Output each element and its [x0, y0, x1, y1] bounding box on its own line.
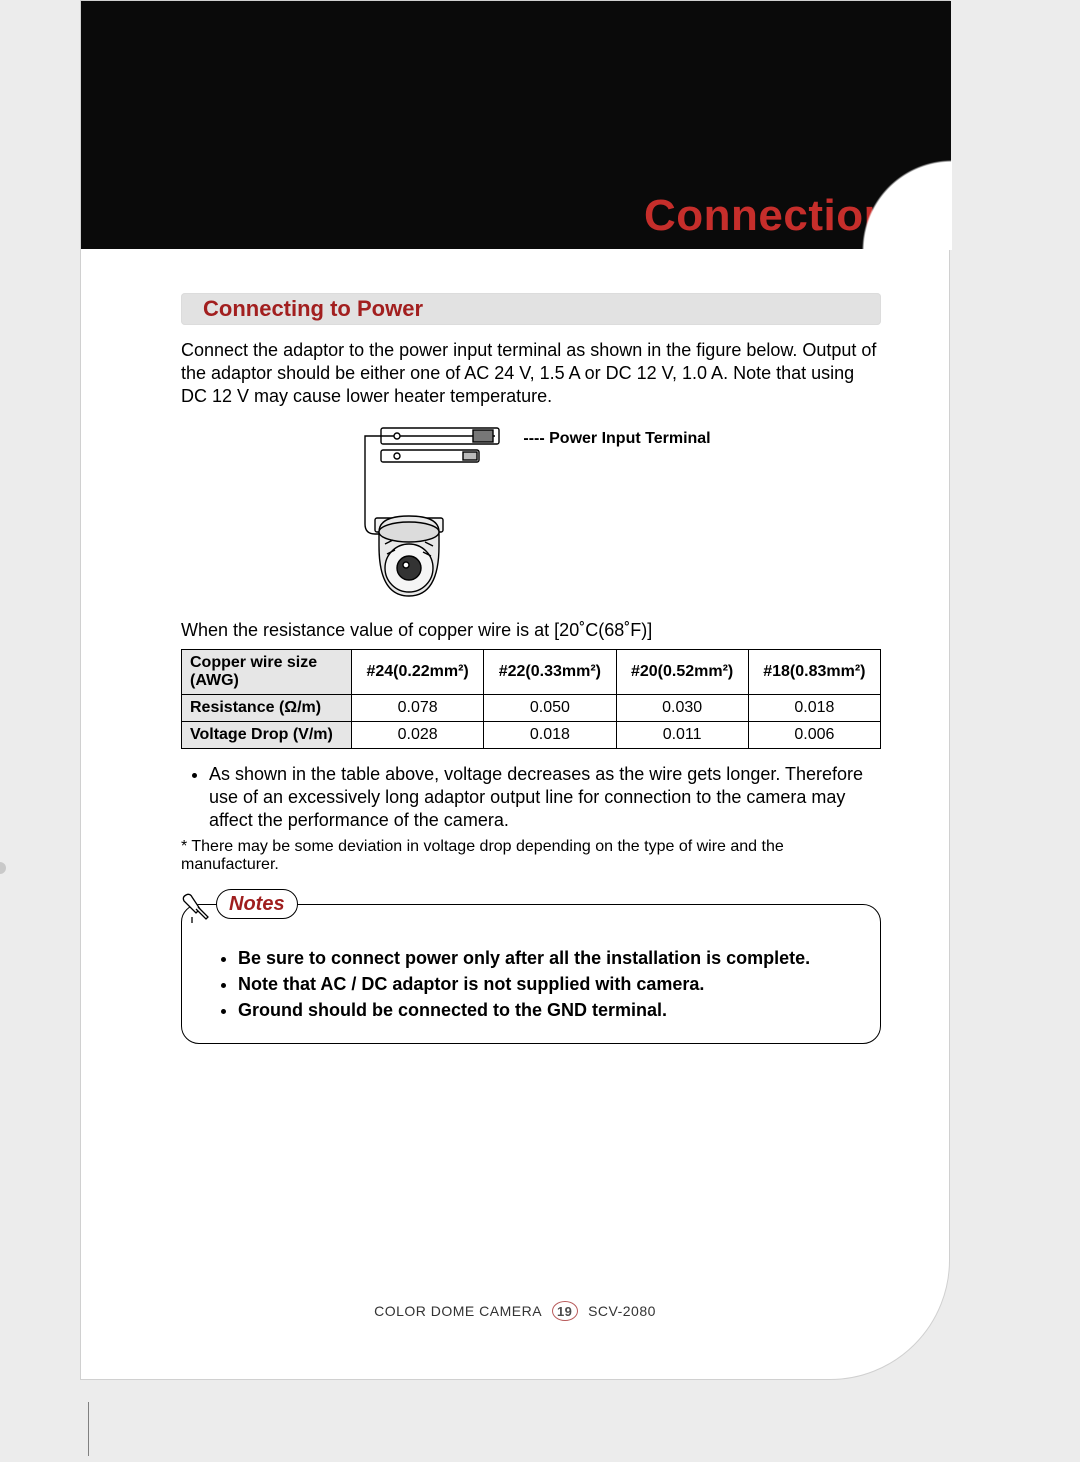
- notes-box: Notes Be sure to connect power only afte…: [181, 904, 881, 1044]
- row-header: Copper wire size (AWG): [182, 650, 352, 695]
- intro-paragraph: Connect the adaptor to the power input t…: [181, 339, 881, 408]
- chapter-title: Connection: [644, 191, 891, 241]
- wire-table: Copper wire size (AWG) #24(0.22mm²) #22(…: [181, 649, 881, 749]
- crop-mark-bottom: [88, 1402, 89, 1456]
- crop-mark-dot: [0, 862, 6, 874]
- cell: 0.018: [484, 722, 616, 749]
- note-item: Be sure to connect power only after all …: [238, 945, 858, 971]
- footer-left: COLOR DOME CAMERA: [374, 1303, 541, 1319]
- footer-right: SCV-2080: [588, 1303, 656, 1319]
- page-footer: COLOR DOME CAMERA 19 SCV-2080: [81, 1301, 949, 1321]
- page-number: 19: [552, 1301, 578, 1321]
- cell: 0.011: [616, 722, 748, 749]
- col-header: #20(0.52mm²): [616, 650, 748, 695]
- cell: 0.006: [748, 722, 880, 749]
- cell: 0.078: [352, 695, 484, 722]
- table-footnote: * There may be some deviation in voltage…: [181, 838, 881, 874]
- table-row: Voltage Drop (V/m) 0.028 0.018 0.011 0.0…: [182, 722, 881, 749]
- cell: 0.028: [352, 722, 484, 749]
- note-item: Ground should be connected to the GND te…: [238, 997, 858, 1023]
- row-header: Voltage Drop (V/m): [182, 722, 352, 749]
- page-background: Connection Connecting to Power Connect t…: [0, 0, 1080, 1462]
- col-header: #22(0.33mm²): [484, 650, 616, 695]
- diagram-row: ---- Power Input Terminal: [181, 424, 881, 602]
- notes-list: Be sure to connect power only after all …: [216, 945, 858, 1023]
- note-item: Note that AC / DC adaptor is not supplie…: [238, 971, 858, 997]
- diagram-label-text: Power Input Terminal: [549, 430, 711, 447]
- diagram-label-dashes: ----: [523, 430, 544, 447]
- notes-label: Notes: [216, 889, 298, 919]
- hand-pencil-icon: [178, 887, 214, 923]
- section-heading: Connecting to Power: [203, 296, 423, 321]
- cell: 0.050: [484, 695, 616, 722]
- diagram-label: ---- Power Input Terminal: [523, 430, 710, 448]
- table-bullet-list: As shown in the table above, voltage dec…: [181, 763, 881, 832]
- cell: 0.030: [616, 695, 748, 722]
- camera-diagram-icon: [351, 424, 501, 602]
- page-sheet: Connection Connecting to Power Connect t…: [80, 0, 950, 1380]
- col-header: #18(0.83mm²): [748, 650, 880, 695]
- table-row: Copper wire size (AWG) #24(0.22mm²) #22(…: [182, 650, 881, 695]
- table-bullet: As shown in the table above, voltage dec…: [209, 763, 881, 832]
- cell: 0.018: [748, 695, 880, 722]
- chapter-band: Connection: [81, 1, 951, 249]
- table-caption: When the resistance value of copper wire…: [181, 620, 881, 641]
- section-heading-bar: Connecting to Power: [181, 293, 881, 325]
- table-row: Resistance (Ω/m) 0.078 0.050 0.030 0.018: [182, 695, 881, 722]
- col-header: #24(0.22mm²): [352, 650, 484, 695]
- row-header: Resistance (Ω/m): [182, 695, 352, 722]
- content-area: Connecting to Power Connect the adaptor …: [181, 293, 881, 1044]
